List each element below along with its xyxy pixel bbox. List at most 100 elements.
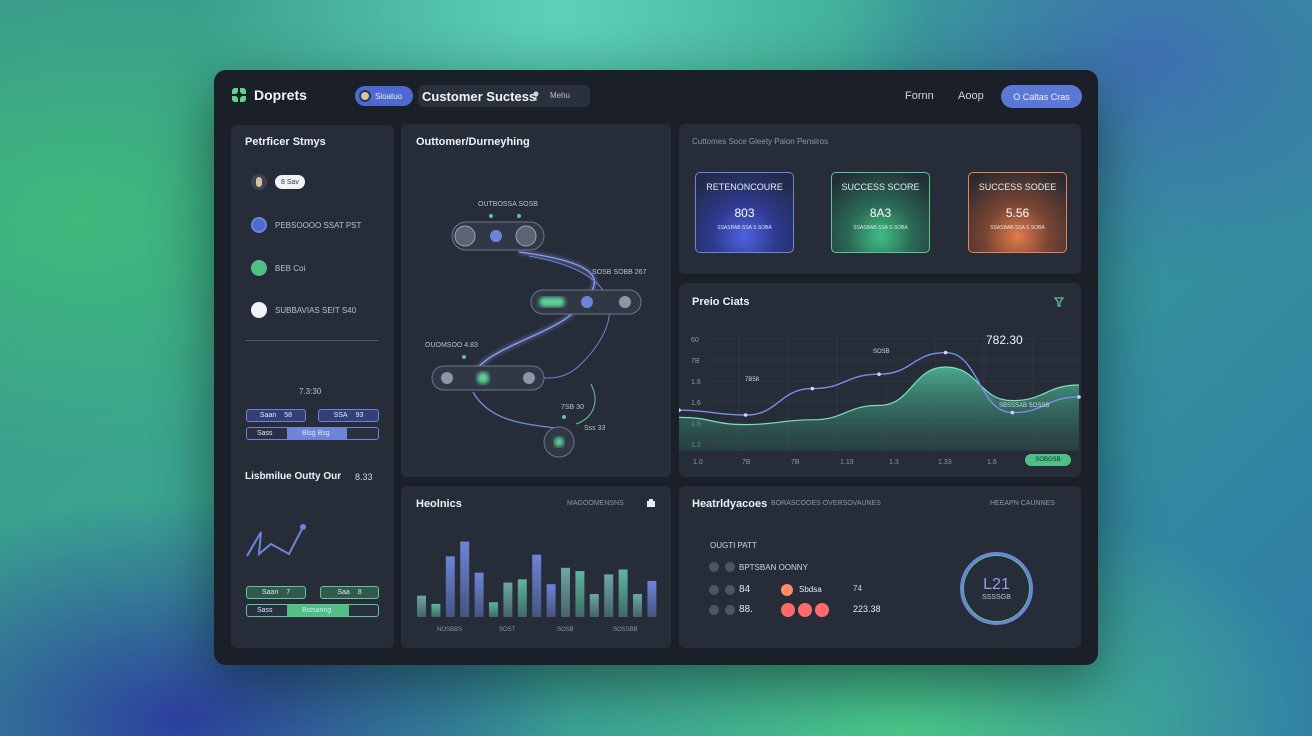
score-card-label: SUCCESS SCORE	[841, 182, 920, 192]
gauge-value: L21	[983, 576, 1010, 593]
metric-button[interactable]: SSA 93	[318, 409, 379, 422]
node-marker	[562, 415, 566, 419]
health-row-right: 74	[853, 584, 862, 593]
health-row-label: Sbdsa	[799, 585, 822, 594]
chart-annotation: SBSSSAB SOSSB	[999, 403, 1049, 409]
bar[interactable]	[618, 569, 628, 617]
journey-node-2[interactable]	[530, 289, 642, 315]
brand[interactable]: Doprets	[232, 87, 307, 103]
success-score-card-2[interactable]: SUCCESS SODEE 5.56 SSASBAB SSA S SOBA	[968, 172, 1067, 253]
list-item-label: SUBBAVIAS SEIT S40	[275, 305, 357, 315]
page-title-menu[interactable]: Mehu	[549, 91, 570, 100]
status-dot	[709, 585, 719, 595]
bar[interactable]	[417, 595, 426, 617]
bar[interactable]	[561, 567, 570, 617]
export-icon[interactable]	[646, 498, 656, 508]
data-point[interactable]	[679, 408, 681, 412]
health-gauge[interactable]: L21 SSSSGB	[960, 552, 1033, 625]
progress-bar[interactable]: Sass Blsg Bsg	[246, 427, 379, 440]
list-item[interactable]: 8 Sav	[251, 174, 305, 190]
data-point[interactable]	[943, 350, 948, 355]
metric-button-value: 93	[355, 412, 364, 419]
page-title-box[interactable]: Customer Suctess Mehu	[418, 85, 590, 107]
list-item[interactable]: PEBSOOOO SSAT PST	[251, 217, 361, 233]
health-row-value: 88.	[739, 604, 753, 615]
bars-legend: MAGOOMENSNS	[567, 500, 624, 507]
bar[interactable]	[633, 594, 642, 617]
progress-label: Sass	[257, 430, 273, 437]
bar[interactable]	[575, 571, 585, 617]
app-window: Doprets Sloatuo Customer Suctess Mehu Fo…	[214, 70, 1098, 665]
retention-score-card[interactable]: RETENONCOURE 803 SSASBAB SSA S SOBA	[695, 172, 794, 253]
x-tick-label: SOST	[499, 627, 516, 633]
chart-annotation: SOSB	[873, 349, 890, 355]
data-point[interactable]	[1077, 395, 1081, 399]
success-score-card[interactable]: SUCCESS SCORE 8A3 SSASBAB SSA S SOBA	[831, 172, 930, 253]
x-tick-label: 1.0	[693, 459, 703, 466]
node-marker	[462, 355, 466, 359]
journey-node-1[interactable]	[451, 221, 545, 251]
y-tick-label: 1.8	[691, 379, 701, 386]
price-chart-panel: Preio Ciats 607B1.81.61.81.31.07B7B1.191…	[679, 283, 1081, 477]
metric-button[interactable]: Saa 8	[320, 586, 379, 599]
bar[interactable]	[546, 584, 556, 617]
bar[interactable]	[489, 602, 498, 617]
list-item-label: BEB Coi	[275, 263, 306, 273]
nav-link-form[interactable]: Fornn	[905, 90, 934, 102]
health-heading: OUGTI PATT	[710, 541, 757, 550]
metric-button[interactable]: Saan 7	[246, 586, 306, 599]
bar[interactable]	[604, 574, 614, 617]
data-point[interactable]	[1010, 410, 1015, 415]
bar-chart: NOSBBS SOST SOSB SOSSBB	[417, 541, 657, 633]
bar[interactable]	[431, 603, 441, 617]
bar[interactable]	[517, 579, 527, 617]
health-row-right: 223.38	[853, 604, 881, 614]
status-chip: 8 Sav	[275, 175, 305, 189]
health-row-value: 84	[739, 584, 751, 595]
x-tick-label: SOSB	[557, 627, 574, 633]
user-pill-tab[interactable]: Sloatuo	[355, 86, 413, 106]
bar[interactable]	[503, 582, 513, 617]
chart-annotation: 7B58	[745, 377, 760, 383]
score-panel: Cuttomes Soce Gleety Paion Pensiros RETE…	[679, 124, 1081, 274]
bar[interactable]	[460, 541, 470, 617]
list-item[interactable]: BEB Coi	[251, 260, 305, 276]
bar[interactable]	[647, 580, 657, 617]
journey-flow-diagram: OUTBOSSA SOSB SOSB SOBB 267 OUOMSOO 4.83…	[425, 201, 647, 458]
bar[interactable]	[474, 572, 484, 617]
journey-label: OUOMSOO 4.83	[425, 342, 478, 349]
data-point[interactable]	[743, 413, 748, 417]
gauge-label: SSSSGB	[982, 594, 1011, 601]
journey-node-3[interactable]	[431, 365, 545, 391]
alert-dot	[781, 603, 795, 617]
x-tick-label: 1.3	[889, 459, 899, 466]
score-card-value: 803	[734, 206, 755, 220]
metric-button-label: SSA	[333, 412, 348, 419]
y-tick-label: 60	[691, 337, 699, 344]
nav-link-app[interactable]: Aoop	[958, 90, 984, 102]
data-point[interactable]	[877, 372, 881, 376]
cta-button[interactable]: O Caltas Cras	[1001, 85, 1082, 108]
y-tick-label: 7B	[691, 358, 700, 365]
x-tick-label: 1.6	[987, 459, 997, 466]
progress-bar[interactable]: Sass Bstsanng	[246, 604, 379, 617]
progress-value-label: Blsg Bsg	[302, 430, 330, 437]
status-dot	[709, 562, 719, 572]
journey-node-4[interactable]	[543, 426, 575, 458]
avatar	[251, 174, 267, 190]
section-value: 8.33	[355, 472, 373, 482]
chart-badge[interactable]: SOBGSB	[1025, 454, 1071, 466]
bar[interactable]	[445, 556, 455, 617]
trend-arrow-icon	[246, 524, 306, 557]
left-panel: Petrficer Stmys 8 Sav PEBSOOOO SSAT PST …	[231, 125, 394, 648]
bar[interactable]	[589, 594, 599, 617]
data-point[interactable]	[810, 386, 815, 391]
list-item[interactable]: SUBBAVIAS SEIT S40	[251, 302, 356, 318]
brand-logo-icon	[232, 88, 246, 102]
bar[interactable]	[532, 554, 542, 617]
heolnics-panel: Heolnics MAGOOMENSNS NOSBBS SOST SOSB SOSSB…	[401, 486, 671, 648]
filter-icon[interactable]	[1053, 296, 1065, 308]
left-panel-title: Petrficer Stmys	[245, 136, 326, 148]
metric-button[interactable]: Saan 58	[246, 409, 306, 422]
journey-panel: Outtomer/Durneyhing	[401, 124, 671, 477]
